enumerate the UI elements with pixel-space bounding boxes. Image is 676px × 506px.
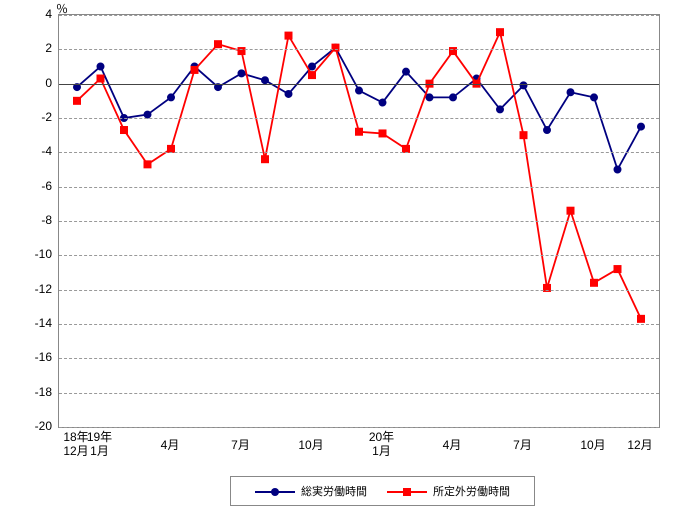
legend-label: 所定外労働時間 xyxy=(433,486,510,498)
plot-area xyxy=(58,14,660,428)
marker-total-actual-working-hours xyxy=(97,63,104,70)
marker-non-scheduled-working-hours xyxy=(215,41,222,48)
grid-line xyxy=(59,221,659,222)
zero-axis-line xyxy=(59,84,659,85)
y-tick-label: -2 xyxy=(18,110,52,124)
marker-total-actual-working-hours xyxy=(591,94,598,101)
marker-total-actual-working-hours xyxy=(168,94,175,101)
y-tick-label: -6 xyxy=(18,179,52,193)
series-line-total-actual-working-hours xyxy=(77,48,641,170)
y-tick-label: -16 xyxy=(18,350,52,364)
grid-line xyxy=(59,118,659,119)
grid-line xyxy=(59,393,659,394)
series-line-non-scheduled-working-hours xyxy=(77,32,641,319)
marker-total-actual-working-hours xyxy=(614,166,621,173)
x-tick-label-month: 7月 xyxy=(221,436,261,453)
grid-line xyxy=(59,187,659,188)
y-tick-label: -14 xyxy=(18,316,52,330)
grid-line xyxy=(59,427,659,428)
x-tick-label-month: 7月 xyxy=(503,436,543,453)
y-tick-label: -10 xyxy=(18,247,52,261)
marker-total-actual-working-hours xyxy=(638,123,645,130)
y-tick-label: 0 xyxy=(18,76,52,90)
y-tick-label: -12 xyxy=(18,282,52,296)
marker-non-scheduled-working-hours xyxy=(97,75,104,82)
grid-line xyxy=(59,324,659,325)
grid-line xyxy=(59,358,659,359)
x-tick-label-month: 1月 xyxy=(362,442,402,459)
x-tick-label-month: 1月 xyxy=(80,442,120,459)
grid-line xyxy=(59,255,659,256)
marker-total-actual-working-hours xyxy=(309,63,316,70)
marker-non-scheduled-working-hours xyxy=(497,29,504,36)
marker-non-scheduled-working-hours xyxy=(638,315,645,322)
y-tick-label: -20 xyxy=(18,419,52,433)
legend-swatch xyxy=(387,486,427,498)
marker-non-scheduled-working-hours xyxy=(520,132,527,139)
x-tick-label-month: 4月 xyxy=(150,436,190,453)
grid-line xyxy=(59,15,659,16)
legend-item-total-actual-working-hours: 総実労働時間 xyxy=(255,483,367,499)
marker-total-actual-working-hours xyxy=(238,70,245,77)
y-axis-unit-label: ％ xyxy=(56,0,68,17)
marker-non-scheduled-working-hours xyxy=(356,128,363,135)
marker-non-scheduled-working-hours xyxy=(614,266,621,273)
marker-total-actual-working-hours xyxy=(356,87,363,94)
marker-total-actual-working-hours xyxy=(285,90,292,97)
marker-total-actual-working-hours xyxy=(403,68,410,75)
legend: 総実労働時間 所定外労働時間 xyxy=(230,476,535,506)
x-tick-label-month: 4月 xyxy=(432,436,472,453)
marker-total-actual-working-hours xyxy=(450,94,457,101)
y-tick-label: 4 xyxy=(18,7,52,21)
marker-non-scheduled-working-hours xyxy=(74,97,81,104)
y-tick-label: 2 xyxy=(18,41,52,55)
y-tick-label: -8 xyxy=(18,213,52,227)
working-hours-chart: -20-18-16-14-12-10-8-6-4-2024 18年12月19年1… xyxy=(0,0,676,505)
marker-non-scheduled-working-hours xyxy=(285,32,292,39)
x-tick-label-month: 10月 xyxy=(573,436,613,453)
marker-non-scheduled-working-hours xyxy=(121,127,128,134)
y-tick-label: -18 xyxy=(18,385,52,399)
marker-non-scheduled-working-hours xyxy=(262,156,269,163)
x-tick-label-month: 12月 xyxy=(620,436,660,453)
y-tick-label: -4 xyxy=(18,144,52,158)
grid-line xyxy=(59,49,659,50)
marker-total-actual-working-hours xyxy=(426,94,433,101)
x-tick-label-month: 10月 xyxy=(291,436,331,453)
marker-total-actual-working-hours xyxy=(379,99,386,106)
legend-item-non-scheduled-working-hours: 所定外労働時間 xyxy=(387,483,510,499)
marker-non-scheduled-working-hours xyxy=(144,161,151,168)
grid-line xyxy=(59,290,659,291)
marker-non-scheduled-working-hours xyxy=(309,72,316,79)
marker-non-scheduled-working-hours xyxy=(379,130,386,137)
marker-total-actual-working-hours xyxy=(497,106,504,113)
marker-non-scheduled-working-hours xyxy=(567,207,574,214)
marker-total-actual-working-hours xyxy=(567,89,574,96)
legend-swatch xyxy=(255,486,295,498)
legend-label: 総実労働時間 xyxy=(301,486,367,498)
marker-total-actual-working-hours xyxy=(544,127,551,134)
marker-non-scheduled-working-hours xyxy=(191,66,198,73)
marker-non-scheduled-working-hours xyxy=(591,279,598,286)
grid-line xyxy=(59,152,659,153)
